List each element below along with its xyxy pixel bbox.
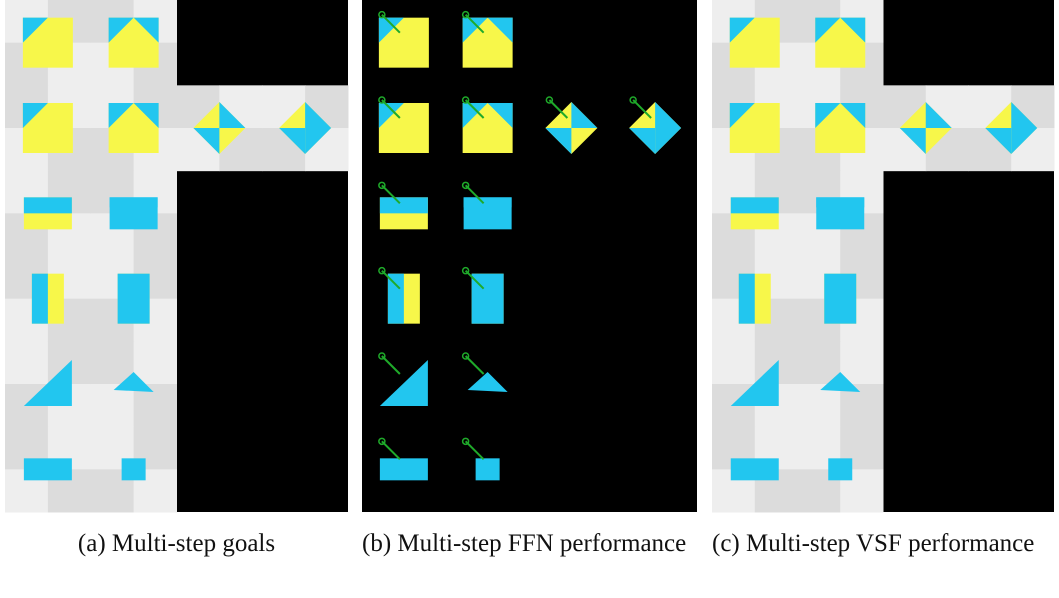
caption: (b) Multi-step FFN performance: [362, 528, 702, 560]
caption: (c) Multi-step VSF performance: [712, 528, 1054, 560]
cloth-fold: [32, 274, 48, 324]
cloth-fold: [731, 197, 779, 213]
checker: [840, 341, 883, 384]
cloth-fold: [118, 274, 150, 324]
cloth-fold: [380, 197, 428, 213]
page: (a) Multi-step goals (b) Multi-step FFN …: [0, 0, 1059, 598]
checker: [5, 341, 48, 384]
cloth: [122, 458, 146, 480]
caption: (a) Multi-step goals: [5, 528, 348, 560]
cloth-fold: [110, 197, 158, 207]
cloth: [380, 458, 428, 480]
cloth-fold: [24, 197, 72, 213]
panel-background: [362, 0, 697, 512]
cloth: [476, 458, 500, 480]
cloth-fold: [816, 197, 864, 207]
checker: [134, 341, 177, 384]
cloth: [828, 458, 852, 480]
cloth: [731, 458, 779, 480]
cloth-fold: [824, 274, 856, 324]
checker: [712, 341, 755, 384]
cloth-fold: [739, 274, 755, 324]
cloth: [24, 458, 72, 480]
cloth-fold: [464, 197, 512, 207]
cloth-fold: [388, 274, 404, 324]
figure: [0, 0, 1059, 515]
